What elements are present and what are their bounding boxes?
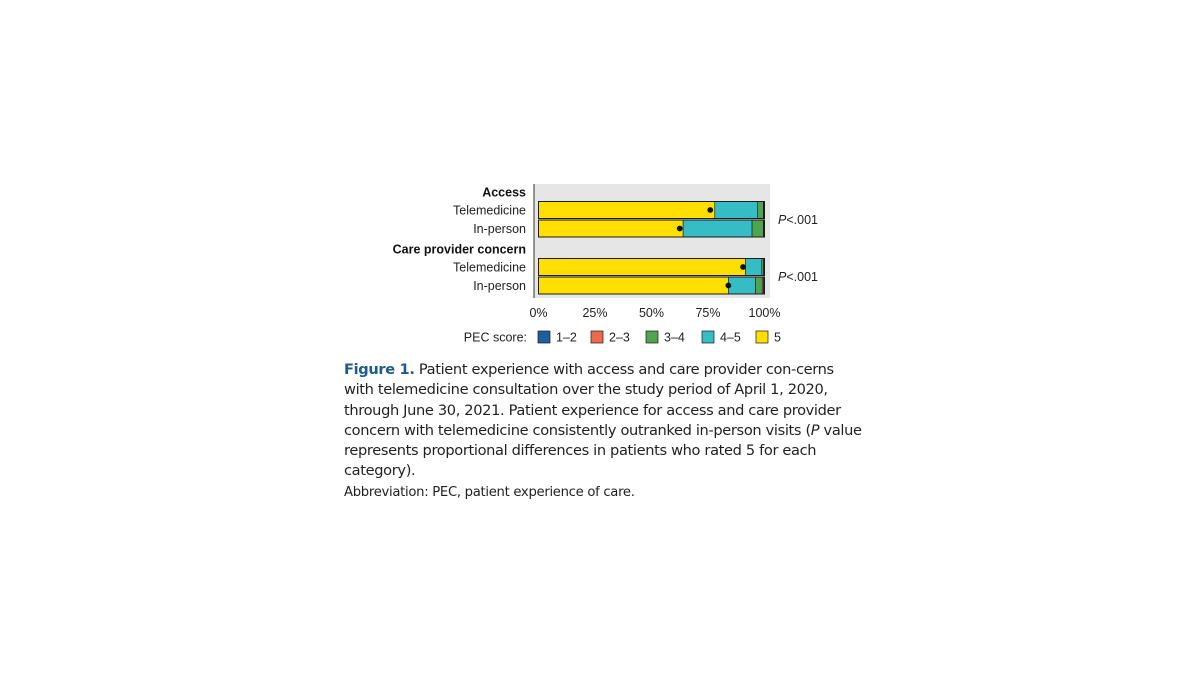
group-label: Access <box>482 186 526 200</box>
caption-p-italic: P <box>810 421 820 439</box>
abbreviation-note: Abbreviation: PEC, patient experience of… <box>344 485 635 500</box>
x-tick-label: 100% <box>749 306 781 320</box>
legend-swatch <box>645 330 659 344</box>
bar-segment <box>757 201 764 219</box>
row-label: Telemedicine <box>453 204 526 218</box>
mean-marker <box>707 207 714 213</box>
x-tick-label: 50% <box>639 306 664 320</box>
bar-outline <box>538 258 765 276</box>
bar-outline <box>538 219 765 238</box>
row-label: In-person <box>473 279 526 293</box>
bar-segment <box>682 219 753 238</box>
legend-swatch <box>590 330 604 344</box>
bar-segment <box>538 201 716 219</box>
legend-swatch <box>755 330 769 344</box>
row-label: In-person <box>473 222 526 236</box>
mean-marker <box>676 225 683 232</box>
mean-marker <box>725 282 732 289</box>
x-tick-label: 0% <box>529 306 547 320</box>
legend-label: 2–3 <box>609 331 630 345</box>
bar-segment <box>538 219 684 238</box>
p-value-label: P<.001 <box>778 213 818 227</box>
group-label: Care provider concern <box>393 243 526 257</box>
row-label: Telemedicine <box>453 261 526 275</box>
p-value-italic: P <box>778 270 787 284</box>
bar-segment <box>751 219 764 238</box>
legend-swatch <box>537 330 551 344</box>
bar-segment <box>714 201 759 219</box>
x-tick-label: 25% <box>582 306 607 320</box>
p-value-italic: P <box>778 213 787 227</box>
caption-text-2: value represents proportional difference… <box>344 421 862 480</box>
legend-label: 1–2 <box>556 331 577 345</box>
legend-swatch <box>701 330 715 344</box>
bar-outline <box>538 276 765 295</box>
legend-label: 4–5 <box>720 331 741 345</box>
x-tick-label: 75% <box>695 306 720 320</box>
mean-marker <box>740 264 746 270</box>
p-value-number: <.001 <box>786 213 818 227</box>
figure-caption: Figure 1. Patient experience with access… <box>344 360 864 482</box>
bar-outline <box>538 201 765 219</box>
figure-label: Figure 1. <box>344 361 415 378</box>
p-value-label: P<.001 <box>778 270 818 284</box>
bar-segment <box>728 276 756 295</box>
legend-label: 5 <box>774 331 781 345</box>
p-value-number: <.001 <box>786 270 818 284</box>
bar-segment <box>538 276 729 295</box>
bar-segment <box>745 258 763 276</box>
bar-segment <box>538 258 746 276</box>
legend-title: PEC score: <box>464 331 527 345</box>
caption-text-1: Patient experience with access and care … <box>344 361 841 439</box>
bar-segment <box>755 276 763 295</box>
legend-label: 3–4 <box>664 331 685 345</box>
